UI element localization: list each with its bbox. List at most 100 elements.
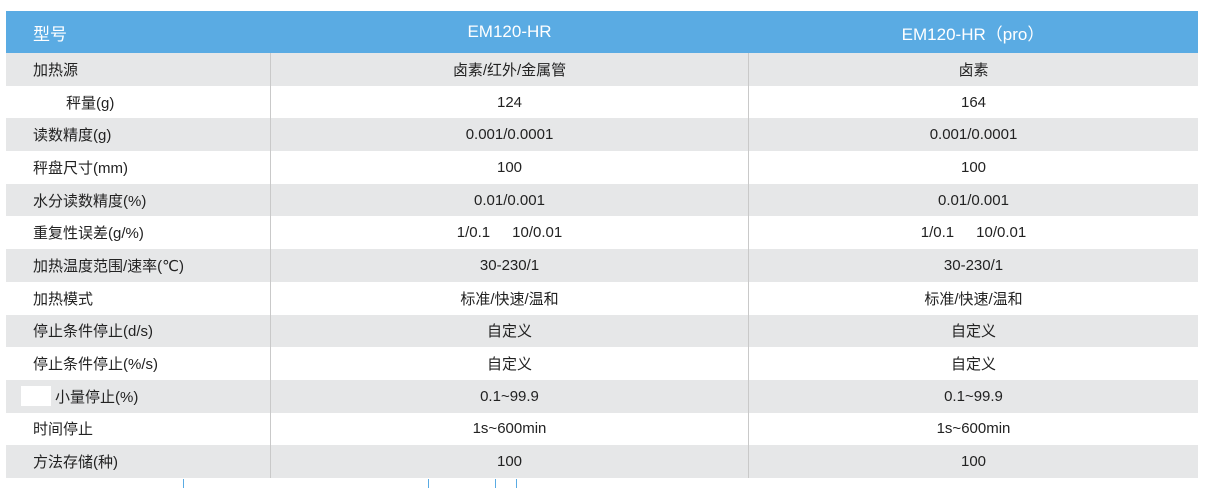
row-label: 加热模式 [6,281,271,315]
value: 124 [496,93,523,111]
table-row: 加热模式 标准/快速/温和 标准/快速/温和 [6,281,1198,315]
table-row: 停止条件停止(d/s) 自定义 自定义 [6,314,1198,348]
value: 10/0.01 [976,224,1027,242]
value: 0.001/0.0001 [465,126,554,144]
table-row: 水分读数精度(%) 0.01/0.001 0.01/0.001 [6,183,1198,217]
em120-hr-pro-cell: 自定义 [749,347,1198,380]
em120-hr-cell: 100 [271,151,749,184]
spec-table: 型号 EM120-HR EM120-HR（pro） 加热源 卤素/红外/金属管 卤素… [6,11,1198,478]
label-text: 时间停止 [33,421,94,439]
value: 自定义 [486,356,532,374]
table-row: 停止条件停止(%/s) 自定义 自定义 [6,347,1198,380]
divider [516,479,517,488]
divider [495,479,496,488]
em120-hr-cell: 1s~600min [271,412,749,446]
table-row: 读数精度(g) 0.001/0.0001 0.001/0.0001 [6,118,1198,152]
value: 0.01/0.001 [938,191,1009,209]
value: 1s~600min [936,420,1011,438]
label-text: 秤量(g) [66,94,115,112]
mask [21,386,51,407]
em120-hr-cell: 标准/快速/温和 [271,281,749,315]
em120-hr-pro-cell: 100 [749,151,1198,184]
row-label: 小量停止(%) [6,379,271,413]
divider [428,479,429,488]
table-row: 秤盘尺寸(mm) 100 100 [6,151,1198,184]
row-label: 秤量(g) [6,85,271,119]
em120-hr-pro-cell: 1s~600min [749,413,1198,446]
table-header: 型号 EM120-HR EM120-HR（pro） [6,11,1198,53]
em120-hr-pro-cell: 卤素 [749,53,1198,86]
row-label: 重复性误差(g/%) [6,216,271,250]
row-label: 停止条件停止(%/s) [6,347,271,380]
em120-hr-pro-cell: 自定义 [749,315,1198,348]
em120-hr-cell: 100 [271,445,749,478]
table-row: 小量停止(%) 0.1~99.9 0.1~99.9 [6,379,1198,413]
em120-hr-cell: 自定义 [271,314,749,348]
em120-hr-cell: 30-230/1 [271,249,749,282]
label-text: 停止条件停止(%/s) [33,356,158,374]
value: 100 [960,158,987,176]
row-label: 停止条件停止(d/s) [6,314,271,348]
header-em120-hr-pro: EM120-HR（pro） [901,24,1045,44]
value: 0.001/0.0001 [929,126,1018,144]
em120-hr-cell: 0.1~99.9 [271,379,749,413]
em120-hr-cell: 0.001/0.0001 [271,118,749,152]
value: 100 [496,158,523,176]
value: 30-230/1 [943,256,1004,274]
row-label: 加热源 [6,53,271,86]
label-text: 加热模式 [33,290,94,308]
value: 0.01/0.001 [474,191,545,209]
em120-hr-pro-cell: 30-230/1 [749,249,1198,282]
value: 1/0.1 [920,224,955,242]
value: 164 [960,93,987,111]
value: 100 [496,453,523,471]
label-text: 停止条件停止(d/s) [33,323,154,341]
label-text: 水分读数精度(%) [33,192,147,210]
value: 自定义 [486,323,532,341]
em120-hr-pro-cell: 0.001/0.0001 [749,118,1198,151]
em120-hr-cell: 自定义 [271,347,749,380]
divider [183,479,184,488]
em120-hr-pro-cell: 标准/快速/温和 [749,282,1198,315]
label-text: 加热温度范围/速率(℃) [33,257,185,275]
table-row: 秤量(g) 124 164 [6,85,1198,119]
label-text: 小量停止(%) [55,388,139,406]
table-row: 重复性误差(g/%) 1/0.1 10/0.01 1/0.1 10/0.01 [6,216,1198,250]
label-text: 方法存储(种) [33,454,118,472]
value: 0.1~99.9 [480,387,539,405]
value: 1/0.1 [456,224,491,242]
row-label: 时间停止 [6,412,271,446]
table-row: 方法存储(种) 100 100 [6,445,1198,478]
value: 30-230/1 [479,256,540,274]
em120-hr-pro-cell: 164 [749,86,1198,119]
em120-hr-cell: 0.01/0.001 [271,183,749,217]
em120-hr-pro-cell: 0.01/0.001 [749,184,1198,217]
value: 0.1~99.9 [944,387,1003,405]
label-text: 加热源 [33,61,79,79]
em120-hr-cell: 卤素/红外/金属管 [271,53,749,86]
em120-hr-cell: 1/0.1 10/0.01 [271,216,749,250]
table-row: 加热温度范围/速率(℃) 30-230/1 30-230/1 [6,249,1198,282]
table-row: 加热源 卤素/红外/金属管 卤素 [6,53,1198,86]
row-label: 读数精度(g) [6,118,271,152]
table-row: 时间停止 1s~600min 1s~600min [6,412,1198,446]
value: 标准/快速/温和 [460,290,559,308]
em120-hr-pro-cell: 0.1~99.9 [749,380,1198,413]
value: 卤素 [958,61,989,79]
value: 100 [960,453,987,471]
row-label: 方法存储(种) [6,445,271,478]
value: 1s~600min [472,420,547,438]
header-model: 型号 [33,24,67,44]
value: 自定义 [950,323,996,341]
label-text: 读数精度(g) [33,127,112,145]
row-label: 秤盘尺寸(mm) [6,151,271,184]
row-label: 加热温度范围/速率(℃) [6,249,271,282]
value: 卤素/红外/金属管 [452,61,567,79]
row-label: 水分读数精度(%) [6,183,271,217]
label-text: 重复性误差(g/%) [33,225,144,243]
value: 10/0.01 [512,224,563,242]
value: 标准/快速/温和 [924,290,1023,308]
value: 自定义 [950,356,996,374]
label-text: 秤盘尺寸(mm) [33,159,128,177]
em120-hr-pro-cell: 1/0.1 10/0.01 [749,216,1198,249]
